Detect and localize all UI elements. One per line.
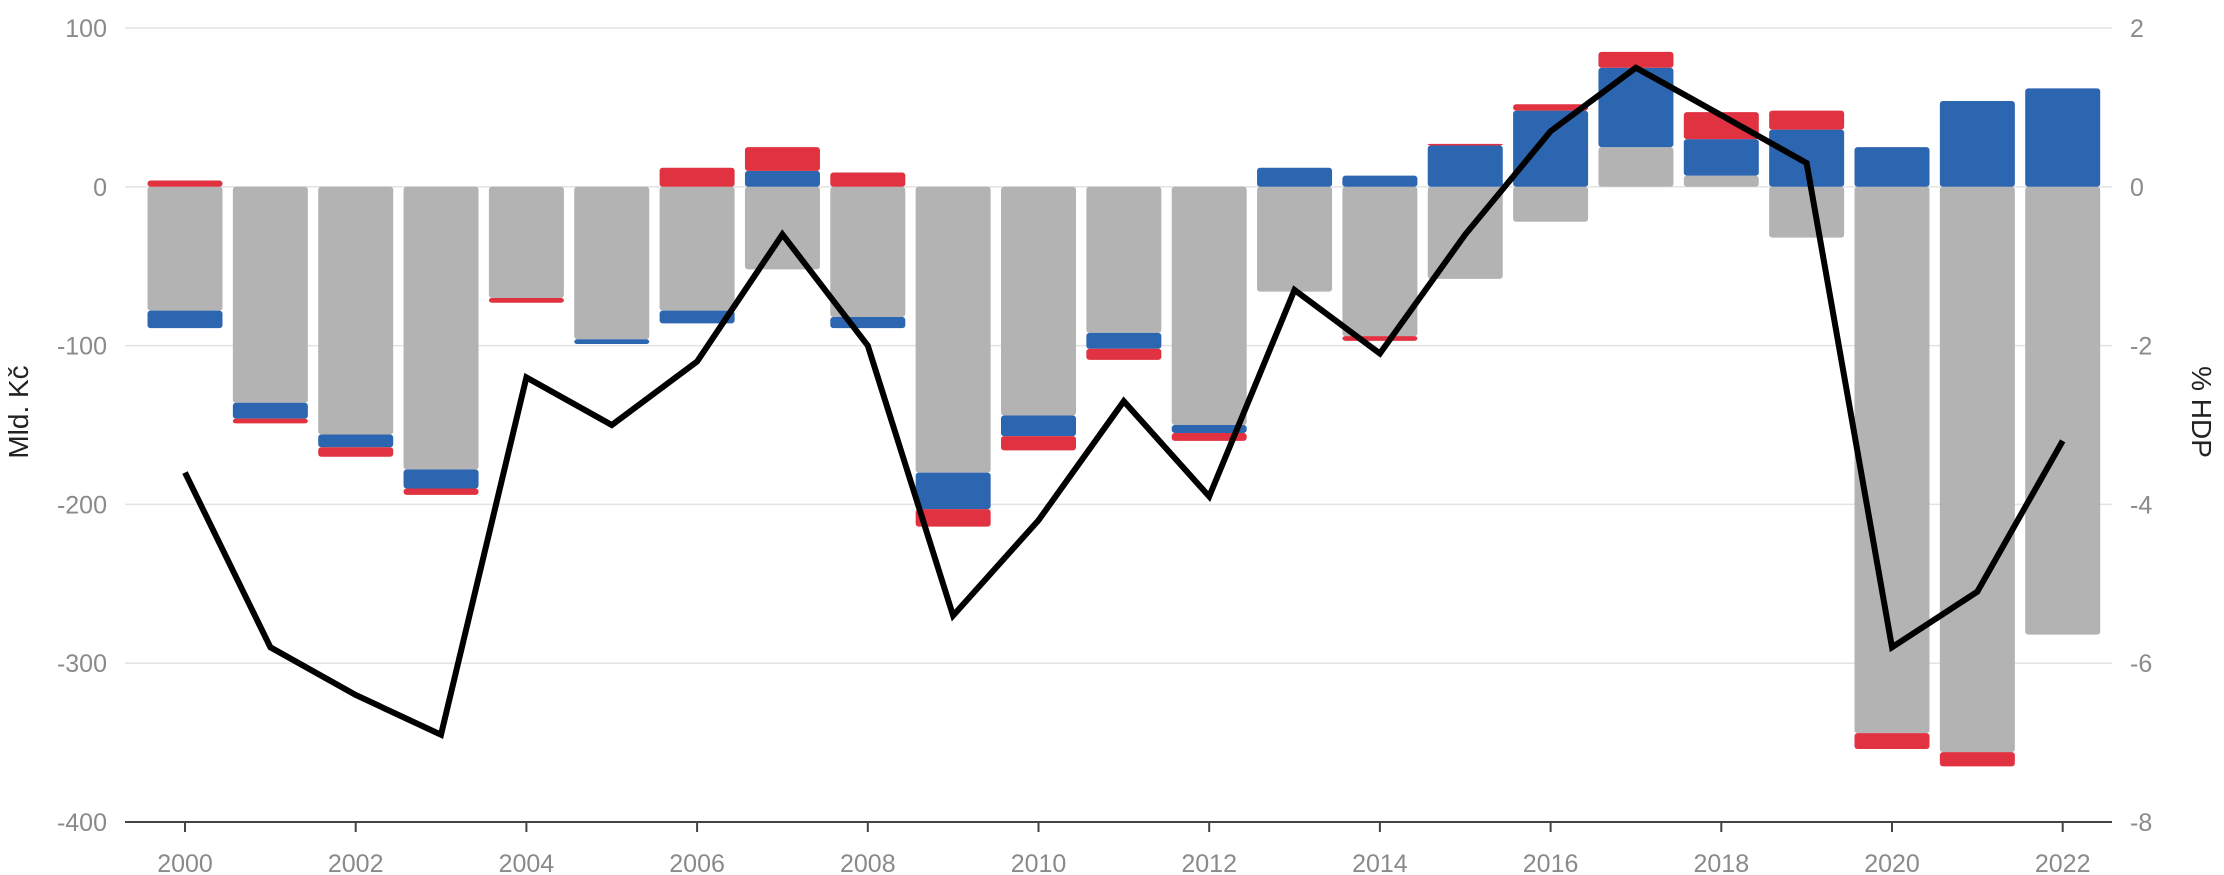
bar-segment bbox=[318, 186, 394, 435]
bar-segment bbox=[403, 488, 479, 495]
bar-segment bbox=[1854, 147, 1930, 187]
y-tick-label: 0 bbox=[93, 174, 107, 202]
bar-segment bbox=[1513, 186, 1589, 222]
y-tick-label: -200 bbox=[57, 491, 107, 519]
bar-segment bbox=[1598, 51, 1674, 68]
bar-segment bbox=[1001, 415, 1076, 437]
x-tick-label: 2008 bbox=[840, 850, 896, 875]
bar-segment bbox=[488, 186, 564, 298]
bar-segment bbox=[232, 418, 308, 424]
x-tick-label: 2022 bbox=[2035, 850, 2091, 875]
bar-segment bbox=[1342, 186, 1418, 337]
x-tick-label: 2016 bbox=[1523, 850, 1579, 875]
bar-segment bbox=[232, 186, 308, 403]
x-tick-label: 2004 bbox=[499, 850, 555, 875]
y2-tick-label: -4 bbox=[2130, 491, 2152, 519]
y-tick-label: -400 bbox=[57, 809, 107, 837]
bar-segment bbox=[1171, 425, 1247, 433]
bar-segment bbox=[915, 186, 991, 473]
bar-segment bbox=[318, 447, 394, 457]
x-tick-label: 2002 bbox=[328, 850, 384, 875]
y2-tick-label: -2 bbox=[2130, 333, 2152, 361]
x-tick-label: 2020 bbox=[1864, 850, 1920, 875]
bar-segment bbox=[1171, 432, 1247, 441]
bar-segment bbox=[1683, 112, 1759, 140]
x-tick-label: 2012 bbox=[1181, 850, 1237, 875]
bar-segment bbox=[318, 434, 394, 448]
bar-segment bbox=[744, 170, 820, 187]
axes: 100 0 -100 -200 -300 -400 2 0 -2 -4 -6 -8 2000 2002 20… bbox=[57, 15, 2152, 875]
bar-segment bbox=[1854, 186, 1930, 734]
bar-segment bbox=[830, 172, 906, 187]
x-tick-label: 2006 bbox=[669, 850, 725, 875]
bar-segment bbox=[2025, 88, 2101, 187]
bar-segment bbox=[1001, 436, 1076, 451]
bar-segment bbox=[1513, 110, 1589, 187]
bar-segment bbox=[659, 167, 735, 187]
bar-segment bbox=[1427, 145, 1503, 187]
bar-segment bbox=[1769, 110, 1845, 130]
bar-segment bbox=[1513, 104, 1589, 111]
x-tick-label: 2018 bbox=[1693, 850, 1749, 875]
bar-segment bbox=[1342, 175, 1418, 187]
bar-segment bbox=[830, 186, 906, 318]
bar-segment bbox=[403, 469, 479, 489]
bar-segment bbox=[659, 186, 735, 311]
bar-segment bbox=[659, 310, 735, 324]
bar-segment bbox=[1257, 167, 1333, 187]
bar-segment bbox=[403, 186, 479, 470]
bar-segment bbox=[1939, 186, 2015, 753]
bar-segment bbox=[147, 186, 223, 311]
bar-segment bbox=[574, 186, 650, 340]
bar-segment bbox=[1598, 67, 1674, 148]
y2-tick-label: -6 bbox=[2130, 650, 2152, 678]
bar-segment bbox=[830, 317, 906, 329]
y-tick-label: -100 bbox=[57, 333, 107, 361]
y2-tick-label: -8 bbox=[2130, 809, 2152, 837]
bar-segment bbox=[488, 297, 564, 303]
x-tick-label: 2000 bbox=[157, 850, 213, 875]
x-tick-label: 2014 bbox=[1352, 850, 1408, 875]
bar-segment bbox=[574, 339, 650, 345]
bar-segment bbox=[1086, 348, 1162, 360]
bar-segment bbox=[1598, 147, 1674, 187]
bar-segment bbox=[147, 310, 223, 329]
y2-axis-title: % HDP bbox=[2186, 366, 2217, 458]
x-tick-label: 2010 bbox=[1011, 850, 1067, 875]
bar-segment bbox=[744, 186, 820, 270]
y-tick-label: -300 bbox=[57, 650, 107, 678]
bar-segment bbox=[1427, 143, 1503, 146]
bars bbox=[147, 51, 2101, 767]
deficit-line-series bbox=[182, 64, 2066, 739]
bar-segment bbox=[915, 509, 991, 527]
bar-segment bbox=[1257, 186, 1333, 292]
bar-segment bbox=[1086, 332, 1162, 349]
bar-segment bbox=[1854, 733, 1930, 749]
bar-segment bbox=[744, 147, 820, 171]
bar-segment bbox=[1683, 139, 1759, 176]
bar-segment bbox=[2025, 186, 2101, 635]
deficit-line bbox=[182, 64, 2066, 739]
bar-segment bbox=[1769, 129, 1845, 187]
bar-segment bbox=[1171, 186, 1247, 425]
bar-segment bbox=[1086, 186, 1162, 333]
y2-tick-label: 2 bbox=[2130, 15, 2144, 43]
y2-tick-label: 0 bbox=[2130, 174, 2144, 202]
y-axis-title: Mld. Kč bbox=[3, 365, 34, 458]
bar-segment bbox=[232, 402, 308, 419]
bar-segment bbox=[1001, 186, 1076, 416]
bar-segment bbox=[915, 472, 991, 510]
bar-segment bbox=[1683, 175, 1759, 187]
bar-segment bbox=[1939, 752, 2015, 767]
bar-segment bbox=[1939, 101, 2015, 187]
y-tick-label: 100 bbox=[65, 15, 107, 43]
bar-segment bbox=[147, 180, 223, 187]
bar-segment bbox=[1769, 186, 1845, 238]
